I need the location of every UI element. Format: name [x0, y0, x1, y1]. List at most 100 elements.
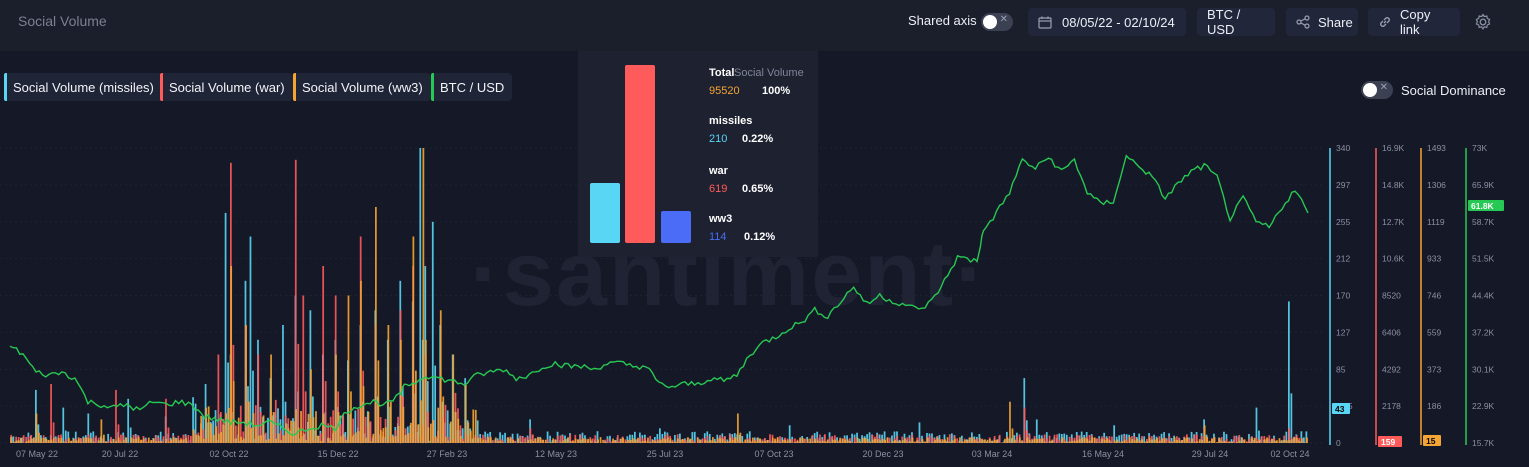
social-volume-bar [1306, 437, 1308, 443]
social-volume-bar [788, 425, 791, 443]
y-tick-label: 0 [1336, 438, 1341, 448]
y-tick-label: 85 [1336, 364, 1346, 374]
social-volume-bar [107, 440, 110, 443]
legend-item-btc-usd[interactable]: BTC / USD [431, 73, 513, 101]
tooltip-item-value: 619 [709, 183, 728, 195]
social-volume-bar [599, 437, 602, 443]
social-volume-bar [1028, 434, 1031, 443]
y-tick-label: 340 [1336, 143, 1350, 153]
social-volume-bar [779, 442, 782, 443]
social-volume-bar [784, 440, 787, 443]
share-button[interactable]: Share [1286, 8, 1358, 36]
y-tick-label: 73K [1472, 143, 1487, 153]
social-dominance-toggle[interactable]: ✕ [1361, 81, 1393, 99]
social-volume-bar [1158, 436, 1161, 443]
social-volume-bar [831, 436, 834, 443]
social-volume-bar [894, 440, 896, 443]
legend-item-missiles[interactable]: Social Volume (missiles) [4, 73, 162, 101]
social-volume-bar [1255, 437, 1258, 443]
social-volume-bar [28, 440, 30, 443]
social-volume-bar [1108, 440, 1111, 443]
social-volume-bar [1143, 436, 1146, 443]
social-volume-bar [799, 437, 802, 443]
social-volume-bar [547, 439, 549, 443]
social-volume-bar [612, 438, 614, 443]
social-volume-bar [224, 212, 227, 443]
social-volume-bar [1148, 437, 1151, 443]
social-volume-bar [274, 399, 277, 443]
social-volume-bar [1268, 435, 1271, 443]
social-volume-bar [48, 440, 50, 443]
social-volume-bar [1238, 440, 1241, 443]
social-volume-bar [1118, 435, 1121, 443]
date-range-button[interactable]: 08/05/22 - 02/10/24 [1028, 8, 1186, 36]
social-volume-bar [337, 412, 340, 443]
social-volume-bar [806, 438, 809, 443]
social-volume-bar [30, 439, 33, 443]
social-volume-bar [240, 436, 242, 443]
social-volume-bar [896, 435, 899, 443]
social-volume-bar [779, 436, 781, 443]
tooltip-item-value: 210 [709, 133, 728, 145]
social-volume-bar [529, 439, 532, 443]
pair-button[interactable]: BTC / USD [1197, 7, 1275, 37]
social-volume-bar [103, 434, 105, 443]
social-volume-bar [874, 439, 877, 443]
social-volume-bar [1263, 439, 1266, 443]
social-volume-bar [602, 439, 604, 443]
social-volume-bar [380, 430, 382, 443]
social-volume-bar [1253, 437, 1256, 443]
social-volume-bar [1231, 441, 1233, 443]
social-volume-bar [916, 437, 919, 443]
social-volume-bar [1218, 438, 1221, 443]
copy-link-button[interactable]: Copy link [1368, 7, 1460, 37]
social-volume-bar [687, 437, 689, 443]
x-tick-label: 27 Feb 23 [427, 449, 468, 459]
social-volume-bar [527, 437, 529, 443]
social-volume-bar [152, 438, 155, 443]
social-volume-bar [1213, 437, 1216, 443]
social-volume-bar [385, 427, 387, 443]
social-volume-bar [65, 439, 67, 443]
social-volume-bar [1288, 440, 1291, 443]
social-volume-bar [594, 435, 597, 443]
social-volume-bar [717, 438, 719, 443]
social-volume-bar [851, 433, 853, 443]
social-volume-bar [554, 440, 557, 443]
y-tick-label: 12.7K [1382, 217, 1405, 227]
social-volume-bar [569, 434, 572, 443]
social-volume-bar [1014, 439, 1016, 443]
social-volume-bar [918, 437, 921, 443]
tooltip-total-value: 95520 [709, 85, 740, 97]
social-volume-bar [976, 438, 979, 443]
gear-icon[interactable] [1474, 13, 1492, 31]
social-volume-bar [117, 424, 120, 443]
social-volume-bar [375, 207, 377, 443]
social-volume-bar [464, 384, 467, 443]
social-volume-bar [941, 440, 944, 443]
social-volume-bar [65, 442, 68, 443]
social-volume-bar [858, 438, 861, 443]
social-volume-bar [285, 423, 287, 443]
social-volume-bar [964, 440, 966, 443]
social-volume-bar [984, 439, 986, 443]
social-volume-bar [55, 438, 57, 443]
social-volume-bar [839, 437, 842, 443]
social-volume-bar [187, 435, 190, 443]
social-volume-bar [684, 439, 687, 443]
social-volume-bar [632, 438, 634, 443]
shared-axis-toggle[interactable]: ✕ [981, 13, 1013, 31]
social-volume-bar [217, 354, 220, 443]
social-volume-bar [110, 436, 112, 443]
social-volume-bar [594, 441, 597, 443]
social-volume-bar [499, 432, 501, 443]
legend-item-ww3[interactable]: Social Volume (ww3) [293, 73, 431, 101]
social-volume-bar [182, 434, 185, 443]
social-volume-bar [357, 431, 360, 443]
legend-item-war[interactable]: Social Volume (war) [160, 73, 293, 101]
social-volume-bar [1001, 442, 1004, 443]
social-volume-bar [1076, 440, 1079, 443]
social-volume-bar [901, 440, 904, 443]
social-volume-bar [911, 437, 914, 443]
